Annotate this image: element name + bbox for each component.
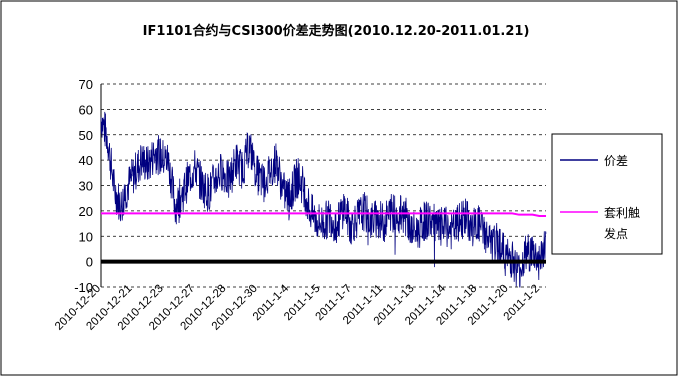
series-line-arbitrage-trigger [101,212,546,217]
y-tick-label-4: 30 [79,179,93,194]
chart-title: IF1101合约与CSI300价差走势图(2010.12.20-2011.01.… [143,23,530,39]
series-line-spread [100,111,547,288]
y-tick-label-8: 70 [79,77,93,92]
legend-box [551,133,663,255]
legend-label-arbitrage-trigger: 套利触 发点 [604,206,644,241]
y-tick-label-6: 50 [79,128,93,143]
y-tick-layer: -10 0 10 20 30 40 50 60 70 [74,77,93,295]
series-layer [100,111,547,288]
y-tick-label-1: 0 [86,255,93,270]
legend: 价差 套利触 发点 [551,133,663,255]
legend-label-spread: 价差 [604,154,628,168]
y-tick-label-7: 60 [79,102,93,117]
y-tick-label-5: 40 [79,153,93,168]
y-tick-label-2: 10 [79,229,93,244]
y-tick-label-0: -10 [74,280,93,295]
y-tick-label-3: 20 [79,204,93,219]
